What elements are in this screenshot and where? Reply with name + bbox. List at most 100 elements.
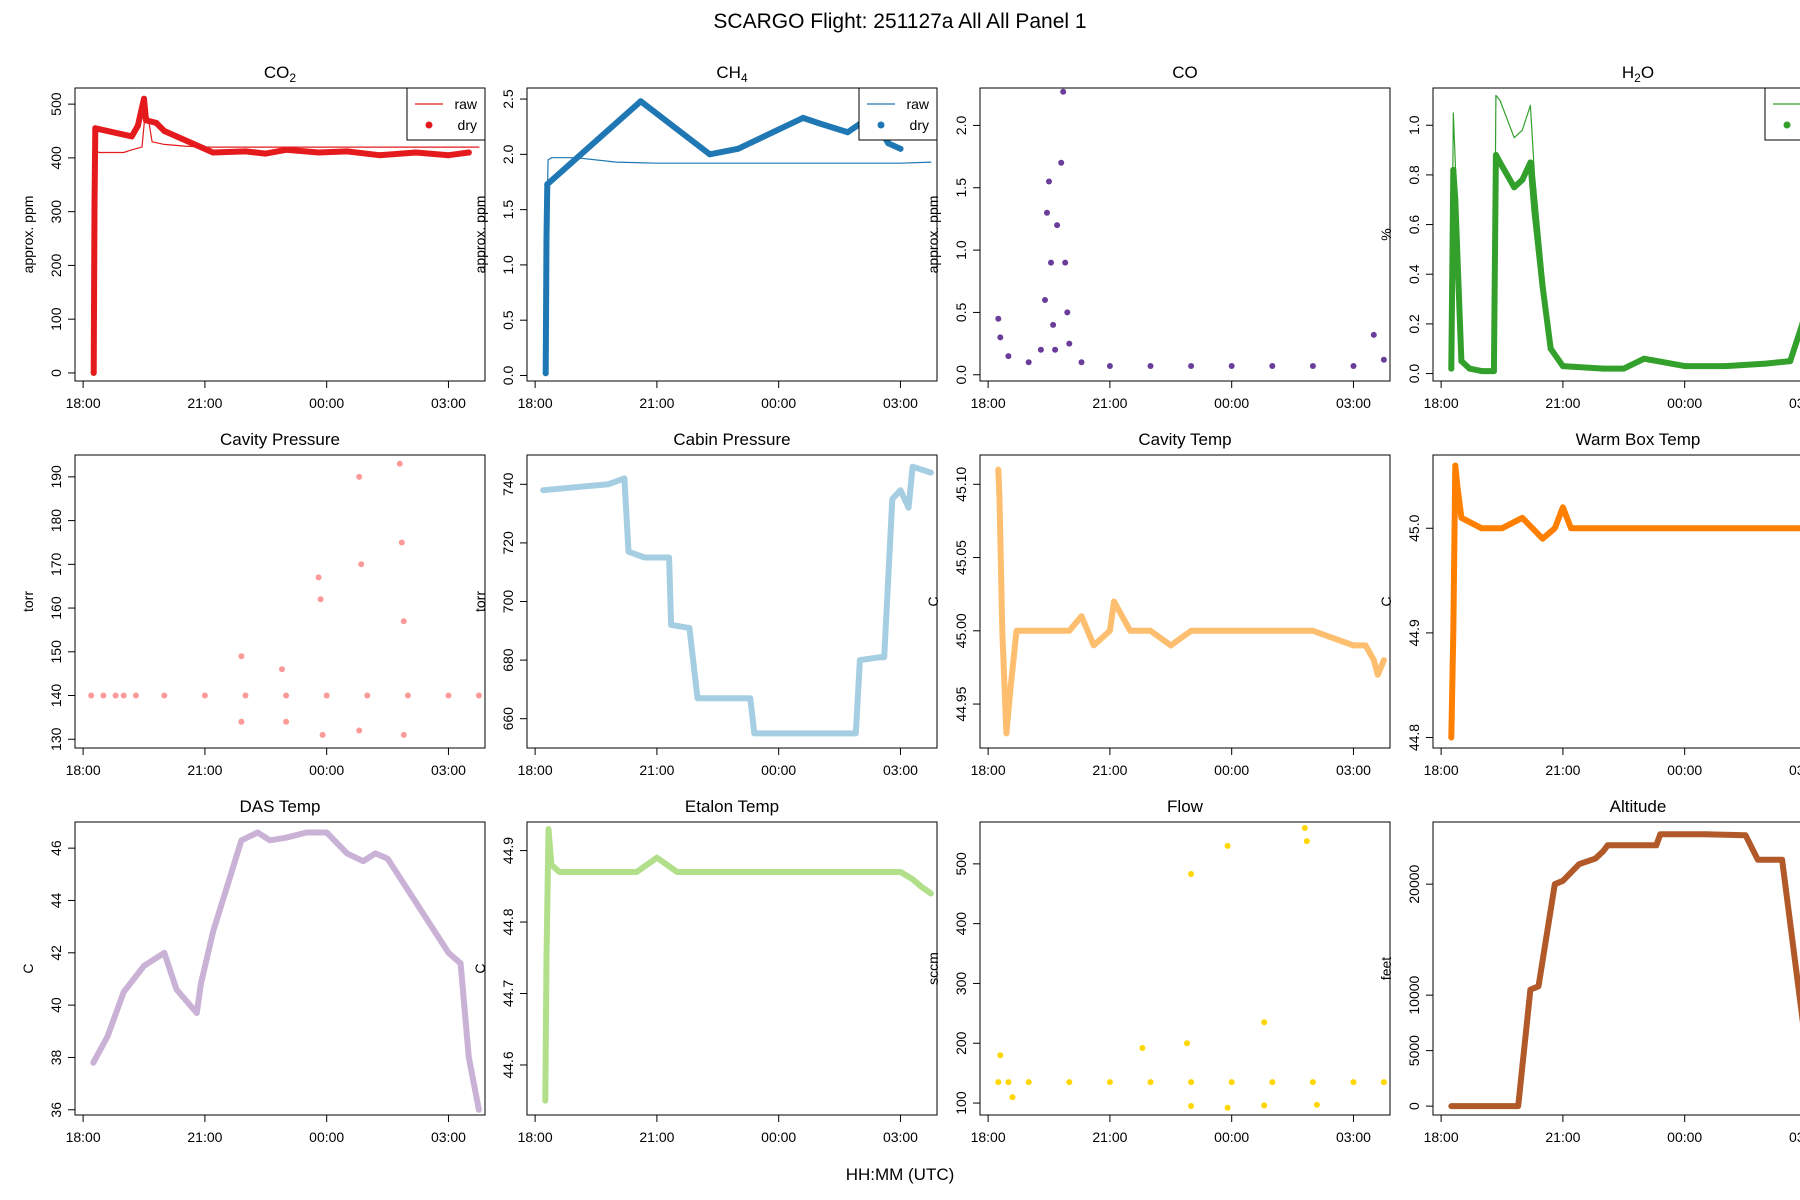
y-tick-label: 200 <box>953 1031 969 1055</box>
y-tick-label: 45.05 <box>953 540 969 575</box>
legend-label: dry <box>458 117 477 133</box>
x-tick-label: 18:00 <box>518 1129 553 1145</box>
x-tick-label: 21:00 <box>639 1129 674 1145</box>
panel-title: CH4 <box>716 63 748 85</box>
plot-area <box>995 825 1387 1111</box>
y-tick-label: 150 <box>48 640 64 664</box>
panel-co2: CO2 18:00 21:00 00:00 03:00 0 100 200 300 400 500 a… <box>20 63 486 411</box>
y-axis-label: approx. ppm <box>925 196 941 274</box>
data-point-corr <box>1450 166 1457 173</box>
x-tick-label: 03:00 <box>1789 1129 1800 1145</box>
data-point <box>1066 1079 1073 1086</box>
data-point <box>317 596 324 603</box>
y-tick-label: 0 <box>1406 1102 1422 1110</box>
data-point <box>1139 1045 1146 1051</box>
x-tick-label: 03:00 <box>1336 395 1371 411</box>
data-point <box>475 692 482 699</box>
data-point <box>1350 1079 1357 1086</box>
y-tick-label: 1.5 <box>500 200 516 220</box>
panel-title: Warm Box Temp <box>1576 430 1701 449</box>
data-point <box>1269 363 1276 369</box>
data-point <box>1052 346 1059 353</box>
x-tick-label: 21:00 <box>639 762 674 778</box>
data-point-dry <box>283 146 290 153</box>
y-tick-label: 1.0 <box>1406 115 1422 135</box>
x-tick-label: 18:00 <box>518 762 553 778</box>
data-point-corr <box>1787 358 1794 365</box>
panel-title: DAS Temp <box>240 797 321 816</box>
data-point <box>1009 1094 1016 1101</box>
data-point <box>1370 331 1377 338</box>
data-point <box>1005 353 1012 360</box>
y-tick-label: 0.8 <box>1406 165 1422 185</box>
y-tick-label: 300 <box>48 200 64 224</box>
y-axis-label: C <box>472 963 488 973</box>
x-tick-label: 21:00 <box>1092 1129 1127 1145</box>
data-point <box>161 692 168 699</box>
panel-title: Cavity Pressure <box>220 430 340 449</box>
x-tick-label: 00:00 <box>761 762 796 778</box>
data-point <box>398 539 405 546</box>
plot-area <box>542 826 934 1104</box>
y-tick-label: 44.8 <box>1406 724 1422 751</box>
series-line <box>995 466 1387 737</box>
data-point-dry <box>885 140 892 147</box>
data-point-corr <box>1511 184 1518 191</box>
panel-title: Cabin Pressure <box>673 430 790 449</box>
data-point <box>1188 1103 1195 1109</box>
data-point-dry <box>91 203 98 210</box>
y-axis-label: C <box>20 963 36 973</box>
panel-title: CO2 <box>264 63 297 85</box>
data-point-corr <box>1547 345 1554 352</box>
data-point <box>995 315 1002 322</box>
data-point <box>1313 1101 1320 1108</box>
data-point-dry <box>210 149 216 156</box>
x-tick-label: 21:00 <box>1545 395 1580 411</box>
data-point <box>279 666 285 673</box>
y-tick-label: 680 <box>500 648 516 672</box>
data-point-dry <box>445 152 452 159</box>
x-tick-label: 03:00 <box>1336 1129 1371 1145</box>
data-point <box>1380 1079 1387 1086</box>
legend-label: dry <box>910 117 929 133</box>
x-tick-label: 00:00 <box>1214 1129 1249 1145</box>
legend-box <box>406 87 486 141</box>
x-tick-label: 00:00 <box>761 395 796 411</box>
data-point-corr <box>1478 368 1485 375</box>
data-point <box>1042 297 1048 303</box>
y-tick-label: 400 <box>48 146 64 170</box>
data-point <box>120 692 127 699</box>
x-tick-label: 03:00 <box>883 762 918 778</box>
panel-ch4: CH4 18:00 21:00 00:00 03:00 0.0 0.5 1.0 1.5 2.0 2.… <box>472 63 938 411</box>
x-tick-label: 21:00 <box>187 1129 222 1145</box>
data-point <box>1147 363 1154 369</box>
data-point-corr <box>1539 283 1546 290</box>
y-axis-label: C <box>925 596 941 606</box>
data-point <box>100 692 107 699</box>
plot-frame <box>979 87 1391 382</box>
series-line-raw <box>92 103 480 374</box>
data-point-dry <box>161 128 168 134</box>
data-point <box>1269 1079 1276 1086</box>
data-point <box>1050 321 1057 328</box>
x-tick-label: 03:00 <box>1336 762 1371 778</box>
data-point <box>1228 1079 1235 1086</box>
panel-etalon-temp: Etalon Temp 18:00 21:00 00:00 03:00 44.6 44.7 4… <box>472 797 938 1145</box>
data-point <box>1261 1102 1268 1109</box>
y-tick-label: 130 <box>48 727 64 751</box>
data-point <box>132 692 139 699</box>
data-point-dry <box>800 114 806 121</box>
legend-swatch-point <box>877 121 885 129</box>
y-tick-label: 0 <box>48 369 64 377</box>
y-tick-label: 700 <box>500 590 516 614</box>
data-point-corr <box>1458 358 1465 365</box>
y-tick-label: 44.9 <box>500 837 516 864</box>
data-point-dry <box>465 149 472 156</box>
series-band-corr <box>1448 152 1800 375</box>
plot-frame <box>526 821 938 1116</box>
x-tick-label: 21:00 <box>639 395 674 411</box>
y-tick-label: 180 <box>48 509 64 533</box>
data-point-dry <box>706 151 713 158</box>
panel-cabin-pressure: Cabin Pressure 18:00 21:00 00:00 03:00 660 680… <box>472 430 938 778</box>
data-point <box>323 692 330 699</box>
